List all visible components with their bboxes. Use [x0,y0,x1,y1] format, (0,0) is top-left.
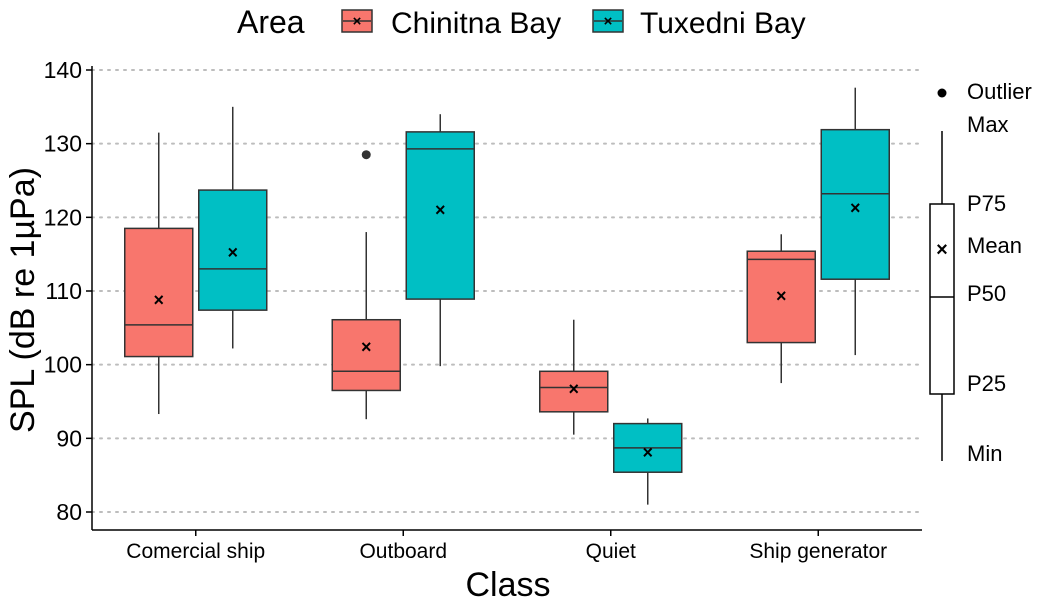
y-tick-label-110: 110 [45,278,82,304]
mean-mark-tuxedni-bay-2: × [642,442,653,462]
legend-title: Area [237,4,305,40]
key-label-outlier: Outlier [967,79,1032,104]
mean-mark-chinitna-bay-2: × [568,379,579,399]
svg-text:×: × [353,13,362,30]
y-tick-label-130: 130 [44,131,82,157]
box-chinitna-bay-1: × [331,150,401,420]
iqr-box-chinitna-bay-3 [746,250,816,344]
key-label-max: Max [967,112,1009,137]
mean-mark-tuxedni-bay-3: × [850,198,861,218]
box-tuxedni-bay-1: × [405,114,475,367]
y-tick-label-120: 120 [44,204,82,230]
key-label-min: Min [967,441,1002,466]
box-chinitna-bay-2: × [539,319,609,435]
x-tick-label-3: Ship generator [749,540,887,563]
mean-mark-chinitna-bay-0: × [153,290,164,310]
iqr-box-chinitna-bay-2 [539,370,609,413]
box-tuxedni-bay-0: × [198,106,268,349]
x-tick-label-1: Outboard [359,540,447,563]
key-outlier-dot [937,88,947,98]
legend: Area × Chinitna Bay × Tuxedni Bay [237,4,806,40]
y-tick-label-140: 140 [44,57,82,83]
x-tick-label-0: Comercial ship [126,540,265,563]
box-tuxedni-bay-2: × [613,418,683,505]
legend-label-chinitna-bay: Chinitna Bay [391,7,561,40]
boxes: × × × × × × × × [124,87,890,505]
mean-mark-chinitna-bay-1: × [361,337,372,357]
iqr-box-tuxedni-bay-1 [405,131,475,300]
outlier-chinitna-bay-1-0 [361,150,371,160]
key-label-p75: P75 [967,191,1006,216]
legend-label-tuxedni-bay: Tuxedni Bay [640,7,806,40]
iqr-box-chinitna-bay-1 [331,318,401,392]
key-diagram: × Outlier Max P75 Mean P50 P25 Min [929,79,1032,466]
mean-mark-tuxedni-bay-1: × [435,200,446,220]
legend-key-tuxedni-bay: × [592,9,624,33]
key-mean-mark: × [936,239,948,261]
box-chinitna-bay-0: × [124,132,194,415]
key-label-p25: P25 [967,371,1006,396]
y-tick-label-90: 90 [56,425,82,451]
svg-text:×: × [604,13,613,30]
iqr-box-tuxedni-bay-3 [820,128,890,280]
axes: 80 90 100 110 120 130 140 Comercial ship Outboar… [44,57,922,563]
mean-mark-tuxedni-bay-0: × [227,243,238,263]
y-tick-label-80: 80 [56,499,82,525]
x-axis-title: Class [465,566,550,604]
iqr-box-tuxedni-bay-0 [198,189,268,311]
box-tuxedni-bay-3: × [820,87,890,356]
legend-key-chinitna-bay: × [341,9,373,33]
key-box [929,203,955,395]
y-tick-label-100: 100 [44,352,82,378]
iqr-box-chinitna-bay-0 [124,227,194,358]
box-chinitna-bay-3: × [746,234,816,384]
key-label-p50: P50 [967,281,1006,306]
mean-mark-chinitna-bay-3: × [776,286,787,306]
y-axis-title: SPL (dB re 1µPa) [4,167,42,433]
key-label-mean: Mean [967,233,1022,258]
x-tick-label-2: Quiet [586,540,636,563]
